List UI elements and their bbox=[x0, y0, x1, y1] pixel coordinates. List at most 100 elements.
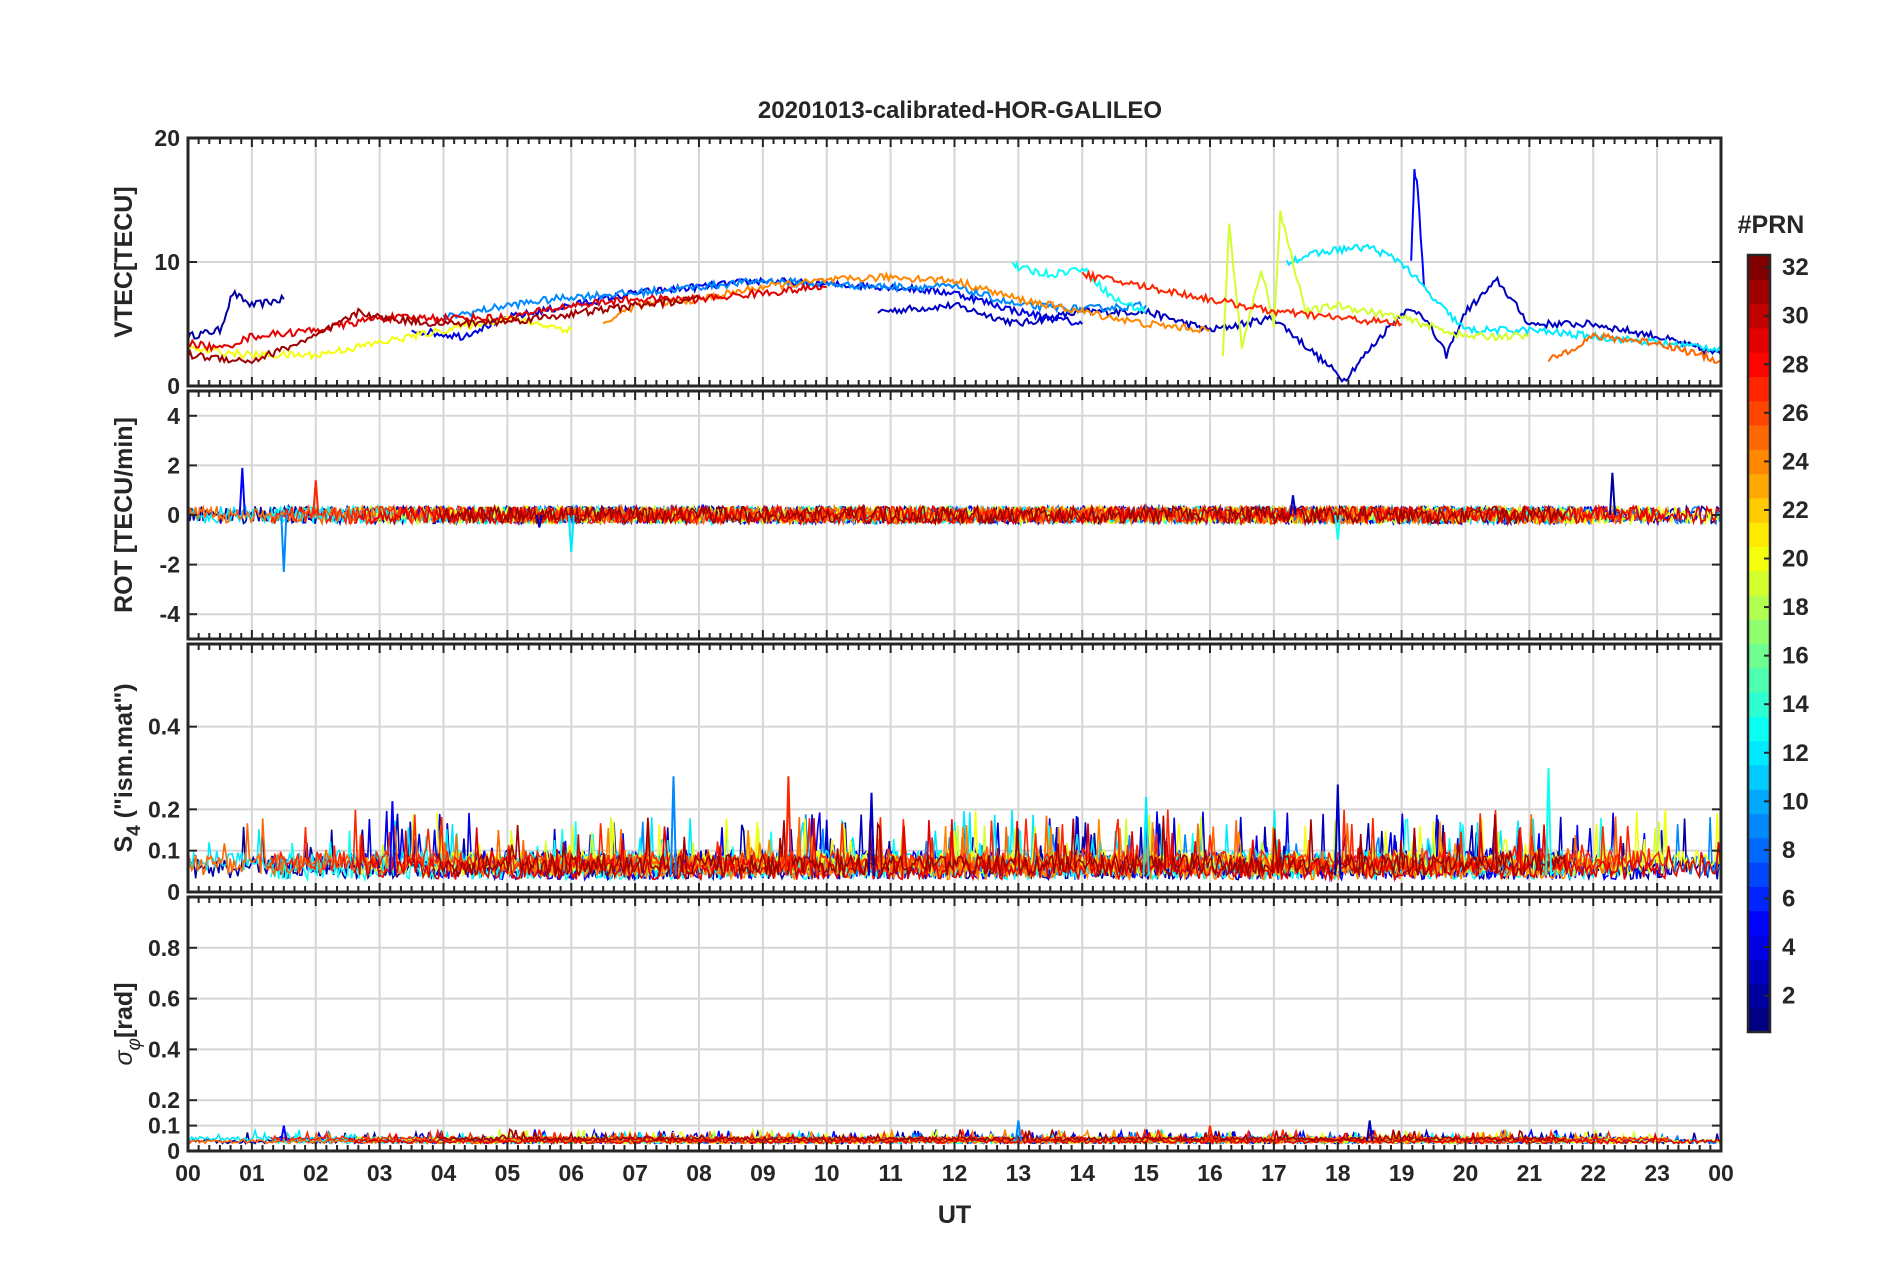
colorbar-segment bbox=[1748, 862, 1770, 887]
y-tick-label: 2 bbox=[167, 452, 180, 478]
colorbar-label: #PRN bbox=[1738, 211, 1805, 239]
colorbar-tick-label: 22 bbox=[1782, 497, 1809, 524]
series-prn-31 bbox=[436, 814, 1567, 878]
y-tick-label: 0.1 bbox=[148, 1113, 180, 1139]
y-tick-label: 0.2 bbox=[148, 1087, 180, 1113]
colorbar-segment bbox=[1748, 449, 1770, 475]
colorbar-segment bbox=[1748, 813, 1770, 839]
x-tick-label: 16 bbox=[1197, 1160, 1223, 1186]
x-tick-label: 04 bbox=[431, 1160, 457, 1186]
x-tick-label: 20 bbox=[1453, 1160, 1479, 1186]
spike bbox=[312, 480, 320, 516]
spike bbox=[669, 776, 677, 876]
series-prn-31 bbox=[437, 1128, 1567, 1143]
series-prn-5 bbox=[1410, 169, 1425, 287]
series-prn-19 bbox=[1221, 210, 1530, 357]
colorbar-tick-label: 20 bbox=[1782, 546, 1809, 573]
colorbar-segment bbox=[1748, 327, 1770, 353]
colorbar-segment bbox=[1748, 400, 1770, 426]
panel-ROT: -4 -2 0 2 4 ROT [TECU/min] bbox=[110, 389, 1723, 641]
colorbar-tick-label: 18 bbox=[1782, 594, 1809, 621]
x-tick-label: 05 bbox=[495, 1160, 521, 1186]
series-prn-29 bbox=[188, 283, 827, 353]
spike bbox=[388, 801, 396, 876]
colorbar-segment bbox=[1748, 546, 1770, 572]
colorbar-segment bbox=[1748, 497, 1770, 523]
spike bbox=[567, 514, 575, 553]
x-tick-label: 22 bbox=[1580, 1160, 1606, 1186]
y-tick-label: 20 bbox=[154, 125, 180, 151]
panel-S4: 0 0.1 0.2 0.4S4 ("ism.mat") bbox=[110, 642, 1723, 905]
spike bbox=[238, 467, 246, 516]
y-tick-label: 0.4 bbox=[148, 1036, 180, 1062]
colorbar-tick-label: 2 bbox=[1782, 983, 1795, 1010]
spike bbox=[535, 514, 543, 528]
series-prn-29 bbox=[353, 1130, 1721, 1146]
spike bbox=[1014, 1120, 1022, 1141]
panel-sigma_phi: 00.10.2 0.4 0.6 0.8σφ[rad] 00 01 02 03 04 05 06 07 0… bbox=[110, 895, 1734, 1229]
x-tick-label: 01 bbox=[239, 1160, 265, 1186]
colorbar-segment bbox=[1748, 692, 1770, 717]
colorbar-segment bbox=[1748, 740, 1770, 766]
x-tick-label: 14 bbox=[1069, 1160, 1095, 1186]
colorbar-segment bbox=[1748, 934, 1770, 960]
colorbar-tick-label: 4 bbox=[1782, 934, 1796, 961]
series-prn-25 bbox=[1547, 331, 1721, 364]
spike bbox=[280, 514, 288, 573]
x-axis-label: UT bbox=[938, 1201, 971, 1229]
colorbar-segment bbox=[1748, 789, 1770, 815]
colorbar-tick-label: 28 bbox=[1782, 351, 1809, 378]
x-tick-label: 00 bbox=[1708, 1160, 1734, 1186]
colorbar-tick-label: 24 bbox=[1782, 448, 1809, 475]
y-tick-label: 0 bbox=[167, 502, 180, 528]
colorbar-segment bbox=[1748, 570, 1770, 596]
x-tick-label: 08 bbox=[686, 1160, 712, 1186]
x-tick-label: 23 bbox=[1644, 1160, 1670, 1186]
series-group bbox=[188, 767, 1721, 883]
spike bbox=[1142, 796, 1150, 876]
series-prn-20 bbox=[188, 314, 573, 362]
colorbar-tick-label: 32 bbox=[1782, 254, 1809, 281]
y-tick-label: -2 bbox=[160, 552, 180, 578]
series-group bbox=[188, 169, 1721, 383]
y-tick-label: 0.1 bbox=[148, 838, 180, 864]
colorbar-segment bbox=[1748, 619, 1770, 645]
y-axis-label: VTEC[TECU] bbox=[110, 186, 138, 337]
x-tick-label: 07 bbox=[622, 1160, 648, 1186]
colorbar-tick-label: 10 bbox=[1782, 788, 1809, 815]
x-tick-label: 06 bbox=[558, 1160, 584, 1186]
spike bbox=[867, 792, 875, 876]
colorbar-segment bbox=[1748, 594, 1770, 620]
y-axis-label: σφ[rad] bbox=[110, 982, 145, 1065]
y-tick-label: 10 bbox=[154, 249, 180, 275]
y-tick-label: -4 bbox=[160, 601, 181, 627]
colorbar-segment bbox=[1748, 1007, 1770, 1033]
colorbar-tick-label: 8 bbox=[1782, 837, 1795, 864]
colorbar-tick-label: 26 bbox=[1782, 400, 1809, 427]
colorbar-segment bbox=[1748, 424, 1770, 450]
colorbar-tick-label: 16 bbox=[1782, 643, 1809, 670]
colorbar-segment bbox=[1748, 255, 1770, 280]
spike bbox=[1334, 784, 1342, 876]
colorbar-tick-label: 6 bbox=[1782, 885, 1795, 912]
x-tick-label: 11 bbox=[878, 1160, 903, 1186]
series-prn-27 bbox=[1081, 269, 1403, 327]
x-tick-label: 03 bbox=[367, 1160, 393, 1186]
y-tick-label: 4 bbox=[167, 403, 180, 429]
colorbar-segment bbox=[1748, 473, 1770, 499]
spike bbox=[1608, 472, 1616, 516]
y-tick-label: 0 bbox=[167, 373, 180, 399]
x-tick-label: 18 bbox=[1325, 1160, 1351, 1186]
colorbar-segment bbox=[1748, 303, 1770, 329]
colorbar-segment bbox=[1748, 764, 1770, 790]
panel-VTEC: 0 10 20 VTEC[TECU] bbox=[110, 125, 1723, 399]
x-tick-label: 17 bbox=[1261, 1160, 1287, 1186]
x-tick-label: 19 bbox=[1389, 1160, 1415, 1186]
colorbar-tick-label: 12 bbox=[1782, 740, 1809, 767]
colorbar-segment bbox=[1748, 959, 1770, 985]
series-group bbox=[188, 467, 1721, 573]
series-prn-3 bbox=[877, 275, 1721, 383]
colorbar-segment bbox=[1748, 983, 1770, 1009]
spike bbox=[280, 1125, 288, 1141]
spike bbox=[1366, 1120, 1374, 1141]
